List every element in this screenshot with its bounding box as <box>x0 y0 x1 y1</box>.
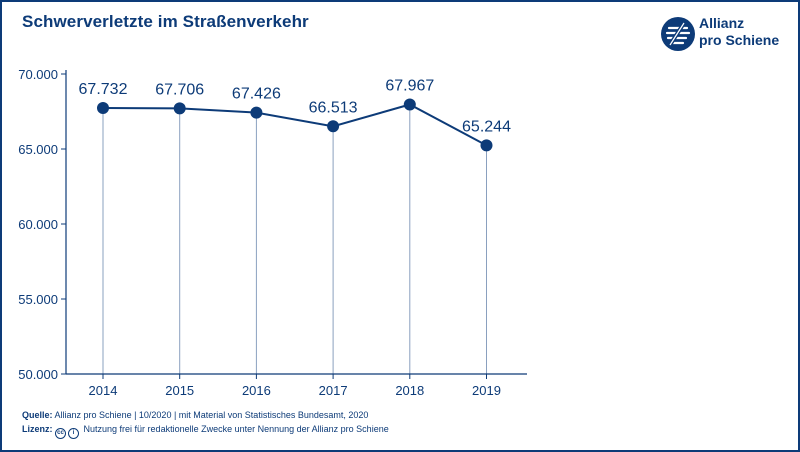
logo-line-1: Allianz <box>699 15 745 31</box>
source-line: Quelle: Allianz pro Schiene | 10/2020 | … <box>22 410 368 420</box>
license-label: Lizenz: <box>22 424 53 434</box>
series-line <box>102 103 487 147</box>
logo-text: Allianz pro Schiene <box>699 15 779 49</box>
data-label-2015: 67.706 <box>155 81 204 98</box>
data-point-2017 <box>327 120 340 133</box>
data-point-2016 <box>250 106 263 119</box>
attribution-icon: i <box>68 428 80 439</box>
logo-line-2: pro Schiene <box>699 32 780 48</box>
y-tick-label-2: 60.000 <box>18 217 58 232</box>
data-label-2016: 67.426 <box>232 86 281 103</box>
data-point-2018 <box>403 98 416 111</box>
allianz-logo-icon <box>661 17 695 51</box>
source-text: Allianz pro Schiene | 10/2020 | mit Mate… <box>54 410 369 420</box>
data-point-2014 <box>97 102 109 115</box>
y-tick-label-1: 55.000 <box>18 292 58 307</box>
data-label-2019: 65.244 <box>462 118 511 135</box>
page-title: Schwerverletzte im Straßenverkehr <box>22 12 309 31</box>
data-label-2017: 66.513 <box>309 99 358 116</box>
source-label: Quelle: <box>22 410 53 420</box>
y-tick-label-4: 70.000 <box>18 67 58 82</box>
x-tick-label-2016: 2016 <box>242 383 271 398</box>
license-text: Nutzung frei für redaktionelle Zwecke un… <box>83 424 389 434</box>
license-line: Lizenz: cc i Nutzung frei für redaktionel… <box>22 424 389 439</box>
cc-icon: cc <box>55 428 67 439</box>
data-point-2015 <box>173 102 186 115</box>
x-tick-label-2018: 2018 <box>395 383 424 398</box>
y-tick-label-3: 65.000 <box>18 142 58 157</box>
data-label-2014: 67.732 <box>79 81 128 98</box>
x-tick-label-2017: 2017 <box>319 383 348 398</box>
data-point-2019 <box>480 139 493 152</box>
allianz-logo: Allianz pro Schiene <box>660 14 790 54</box>
x-tick-label-2019: 2019 <box>472 383 501 398</box>
x-tick-label-2015: 2015 <box>165 383 194 398</box>
data-label-2018: 67.967 <box>385 77 434 94</box>
y-tick-label-0: 50.000 <box>18 367 58 382</box>
x-tick-label-2014: 2014 <box>89 383 118 398</box>
